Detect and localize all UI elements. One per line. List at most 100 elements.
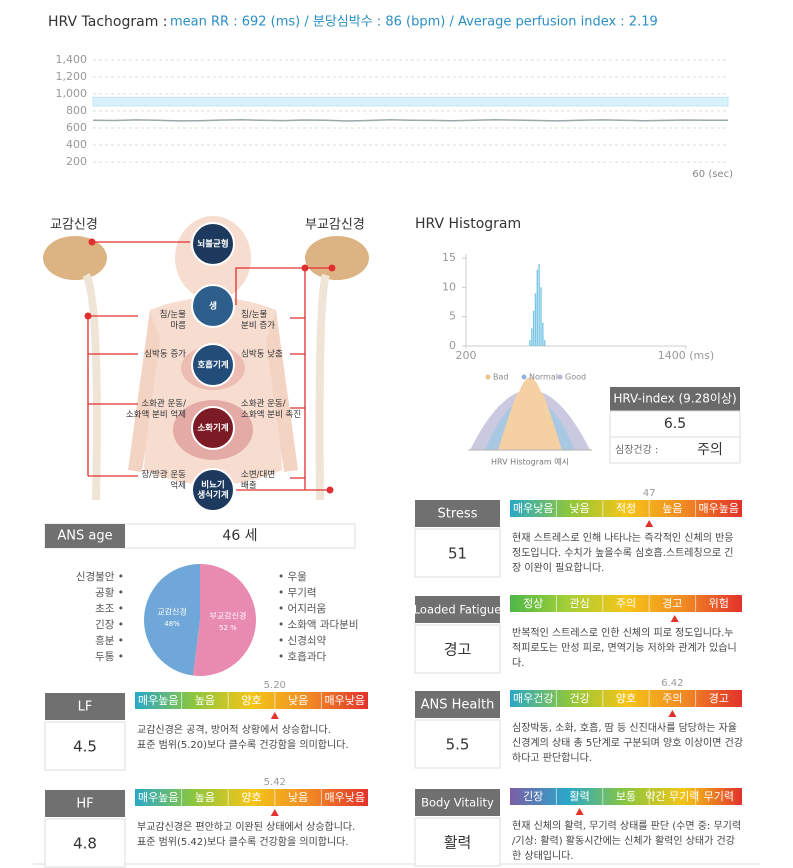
hrv-index-header [610,387,740,411]
pie-label: 부교감신경 [210,610,247,620]
symptom: 초조 • [95,603,124,615]
organ-node-label: 소화기계 [197,423,228,434]
symptom: 신경불안 • [76,570,124,583]
gauge-label: 경고 [662,597,682,610]
gauge-label: 양호 [241,791,261,804]
symptom: • 무기력 [278,587,317,599]
indicator-description: 부교감신경은 편안하고 이완된 상태에서 상승합니다. [137,820,355,833]
indicator-description: 교감신경은 공격, 방어적 상황에서 상승합니다. [137,723,331,736]
gauge-label: 낮음 [569,502,589,515]
indicator-description: 장 이완이 필요합니다. [512,562,604,574]
hrv-example-curves [468,377,592,451]
ans-age-label-box [45,524,125,548]
histogram-bar [531,328,533,346]
gauge-label: 매우낮음 [513,502,553,515]
histogram-bar [534,293,537,346]
y-tick-label: 800 [66,104,87,117]
pie-value-label: 52 % [219,624,237,632]
gauge-label: 양호 [616,692,636,705]
gauge-reference: 5.42 [264,777,286,788]
legend-label: Bad [493,373,508,382]
effect-label: 마름 [170,321,186,331]
gauge-bar [510,500,742,517]
effect-label: 소화관 운동/ [241,398,286,409]
histogram-bar [536,269,539,346]
hrv-index-title: HRV-index (9.28이상) [613,392,736,406]
gauge-reference: 6.42 [661,678,683,689]
organ-node-label: 생식기계 [197,490,228,501]
organ-node [191,406,235,450]
gauge-label: 약간 무기력 [645,789,699,803]
diagram-left-title: 교감신경 [50,218,98,233]
y-tick-label: 5 [449,310,456,323]
legend-swatch [521,374,527,380]
y-tick-label: 10 [442,280,456,293]
indicator-label: Body Vitality [421,796,494,810]
indicator-description: 다. [512,657,524,669]
hrv-example-caption: HRV Histogram 예시 [491,457,569,467]
gauge-label: 매우높음 [138,791,178,804]
effect-label: 심박동 증가 [144,349,186,360]
gauge-label: 긴장 [523,790,543,803]
indicator-value-box [414,817,501,867]
indicator-description: 정도입니다. 수치가 높을수록 심호흡.스트레칭으로 긴 [512,546,733,559]
indicator-description: 하다고 판단합니다. [512,751,592,764]
indicator-label-box [45,693,125,720]
pie-slice [192,564,257,676]
y-tick-label: 1,000 [56,87,88,100]
symptom: 긴장 • [95,619,124,631]
gauge-reference: 47 [643,488,656,499]
y-tick-label: 200 [66,155,87,168]
indicator-value-box [414,719,501,769]
x-tick-label: 200 [456,349,477,362]
indicator-description: 표준 범위(5.42)보다 클수록 건강함을 의미합니다. [137,835,349,848]
y-tick-label: 600 [66,121,87,134]
histogram-bar [538,263,540,346]
effect-label: 장/방광 운동 [141,469,186,480]
organ-node-label: 비뇨기 [201,480,224,491]
indicator-value-box [414,528,501,578]
pie-slice [144,564,200,676]
pie-label: 교감신경 [157,607,186,617]
y-tick-label: 1,400 [56,53,88,66]
effect-label: 소변/대변 [241,469,275,480]
effect-label: 억제 [170,480,186,491]
indicator-label-box [415,789,500,816]
indicator-label-box [415,596,500,623]
gauge-label: 관심 [569,597,589,610]
effect-label: 소화액 분비 억제 [126,409,186,420]
organ-node [191,222,235,266]
gauge-label: 정상 [523,597,543,610]
gauge-bar [510,690,742,707]
indicator-label: HF [76,797,93,812]
organ-node [191,284,235,328]
indicator-value-box [414,624,501,674]
gauge-label: 건강 [569,692,589,705]
symptom: • 소화액 과다분비 [278,619,359,631]
symptom: 공황 • [95,587,124,599]
indicator-description: 한 상태입니다. [512,849,574,862]
gauge-reference: 5.20 [264,680,286,691]
gauge-marker [270,809,279,816]
histogram-bar [532,310,535,346]
gauge-marker [270,712,279,719]
x-axis-label: 60 (sec) [692,169,733,180]
indicator-value: 51 [448,545,467,563]
symptom: 두통 • [95,651,124,663]
indicator-description: 현재 스트레스로 인해 나타나는 즉각적인 신체의 반응 [512,531,733,544]
gauge-label: 매우높음 [699,502,739,515]
gauge-bar [135,789,368,806]
gauge-label: 활력 [569,789,589,803]
y-tick-label: 15 [442,251,456,264]
indicator-value: 활력 [444,834,472,852]
gauge-label: 매우낮음 [324,694,364,707]
gauge-bar [135,692,368,709]
histogram-bar [540,287,542,346]
symptom: • 어지러움 [278,603,327,615]
indicator-label-box [415,500,500,527]
gauge-label: 보통 [616,790,636,803]
effect-label: 침/눈물 [241,310,268,320]
pie-value-label: 48% [164,620,180,628]
gauge-marker [645,520,654,527]
